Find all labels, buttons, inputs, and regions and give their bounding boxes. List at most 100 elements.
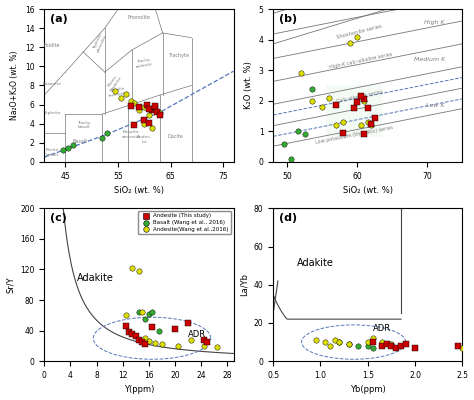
Text: Basalt: Basalt xyxy=(73,139,88,144)
Point xyxy=(148,107,156,114)
Point xyxy=(148,308,156,315)
Text: Calc-alkaline series: Calc-alkaline series xyxy=(336,89,383,104)
Point xyxy=(339,119,347,125)
Text: Medium K: Medium K xyxy=(414,57,445,62)
Point xyxy=(148,324,156,330)
Point xyxy=(459,344,466,351)
Point xyxy=(151,103,158,110)
Point xyxy=(151,107,158,114)
Point xyxy=(369,335,376,342)
Point xyxy=(59,147,66,154)
Point xyxy=(326,94,333,101)
Point xyxy=(308,98,316,104)
Point xyxy=(361,98,368,104)
Point xyxy=(371,114,379,121)
Point xyxy=(155,328,162,334)
Point xyxy=(140,104,148,111)
Point xyxy=(357,122,365,128)
Point xyxy=(392,344,400,351)
Point xyxy=(135,336,143,343)
Point xyxy=(128,265,136,271)
Point xyxy=(122,91,129,97)
Point xyxy=(383,341,391,347)
Point xyxy=(132,333,139,339)
Point xyxy=(99,135,106,141)
Point xyxy=(145,310,153,317)
Point xyxy=(152,340,159,346)
Y-axis label: Sr/Y: Sr/Y xyxy=(6,276,15,293)
Point xyxy=(201,343,208,349)
Point xyxy=(402,341,410,347)
Point xyxy=(354,99,361,106)
Text: (b): (b) xyxy=(279,14,297,24)
Point xyxy=(130,122,137,128)
Point xyxy=(346,40,354,46)
Point xyxy=(345,341,353,347)
Point xyxy=(397,343,405,349)
Text: (d): (d) xyxy=(279,213,297,223)
Point xyxy=(388,341,395,347)
Point xyxy=(135,104,143,111)
Point xyxy=(148,125,156,132)
Point xyxy=(454,343,462,349)
Text: Picrite
basalt: Picrite basalt xyxy=(46,148,59,157)
Point xyxy=(369,339,376,345)
Point xyxy=(411,344,419,351)
Point xyxy=(355,343,362,349)
Y-axis label: La/Yb: La/Yb xyxy=(239,273,248,296)
Point xyxy=(364,343,372,349)
Point xyxy=(280,140,288,147)
Point xyxy=(156,112,164,118)
Point xyxy=(151,105,158,112)
X-axis label: SiO₂ (wt. %): SiO₂ (wt. %) xyxy=(114,186,164,195)
Point xyxy=(135,107,143,114)
Point xyxy=(146,120,153,126)
Point xyxy=(388,343,395,349)
Point xyxy=(117,95,124,101)
Text: High-K calc-alkaline series: High-K calc-alkaline series xyxy=(329,52,393,70)
Point xyxy=(378,343,386,349)
Point xyxy=(171,326,179,332)
Text: ADR: ADR xyxy=(373,324,391,333)
Point xyxy=(146,106,153,112)
Point xyxy=(287,156,294,162)
Point xyxy=(143,101,151,108)
Text: Low K: Low K xyxy=(426,103,445,108)
Text: Low potassium (tholeiitic) series: Low potassium (tholeiitic) series xyxy=(315,125,394,145)
Text: Adakite: Adakite xyxy=(77,273,114,283)
Legend: Andesite (This study), Basalt (Wang et al., 2016), Andesite(Wang et al.,2016): Andesite (This study), Basalt (Wang et a… xyxy=(138,211,231,234)
Text: Phono-
tephrite: Phono- tephrite xyxy=(107,73,124,91)
Point xyxy=(122,323,130,329)
Point xyxy=(378,339,386,345)
Text: Basaltic
andesite: Basaltic andesite xyxy=(121,130,141,139)
Point xyxy=(184,320,191,326)
Point xyxy=(336,339,343,345)
Text: Shoshonite series: Shoshonite series xyxy=(336,24,383,40)
Point xyxy=(332,102,340,108)
X-axis label: Y(ppm): Y(ppm) xyxy=(124,386,154,394)
Point xyxy=(345,341,353,347)
Point xyxy=(128,98,135,104)
Point xyxy=(146,112,153,118)
Point xyxy=(357,93,365,99)
Point xyxy=(336,339,343,345)
Point xyxy=(331,337,338,343)
Point xyxy=(138,308,146,315)
Text: Trachyte: Trachyte xyxy=(168,53,189,58)
Text: (a): (a) xyxy=(50,14,68,24)
Text: Trachy
basalt: Trachy basalt xyxy=(77,121,91,130)
Point xyxy=(156,110,164,116)
Point xyxy=(104,130,111,136)
Point xyxy=(145,337,153,344)
Text: Adakite: Adakite xyxy=(297,258,334,268)
Point xyxy=(297,70,305,76)
Y-axis label: Na₂O+K₂O (wt. %): Na₂O+K₂O (wt. %) xyxy=(10,51,19,120)
Point xyxy=(350,105,357,112)
Point xyxy=(319,104,326,110)
Point xyxy=(158,341,165,348)
Text: High K: High K xyxy=(424,20,445,25)
Point xyxy=(294,128,301,134)
Point xyxy=(126,329,133,335)
Point xyxy=(369,344,376,351)
Point xyxy=(174,343,182,349)
